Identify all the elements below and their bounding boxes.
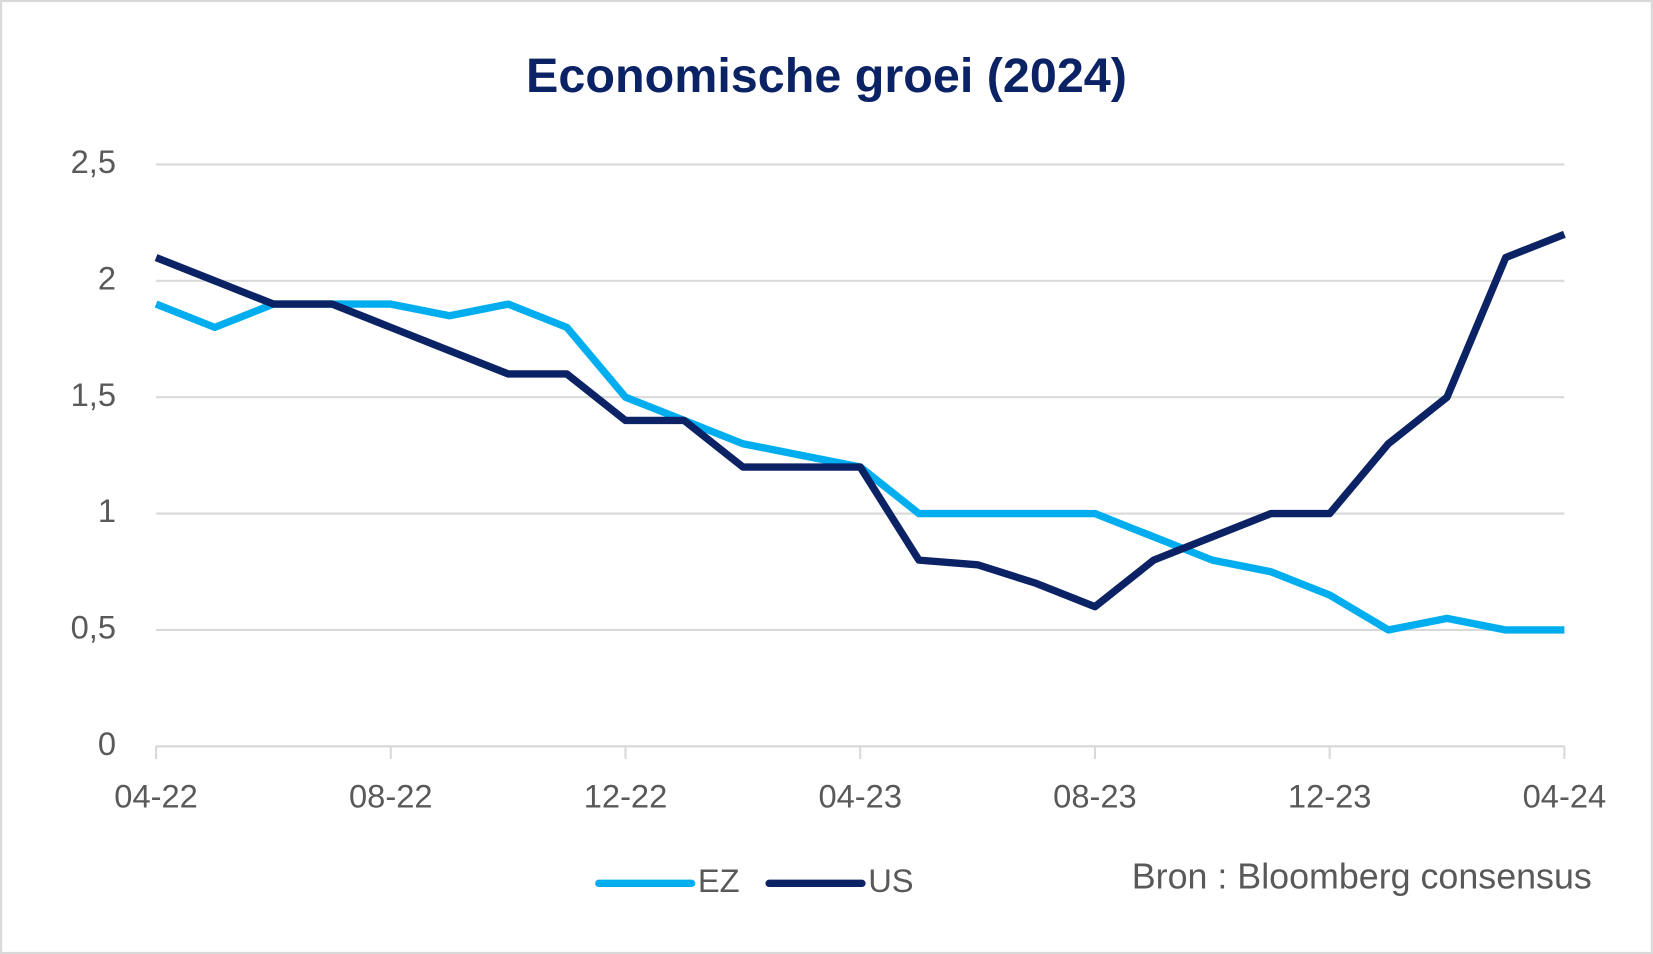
source-note: Bron : Bloomberg consensus	[1132, 857, 1592, 897]
x-tick-label: 04-23	[818, 778, 902, 815]
chart-title: Economische groei (2024)	[526, 49, 1127, 103]
y-tick-label: 0,5	[71, 609, 116, 646]
y-tick-label: 0	[98, 725, 116, 762]
legend-label: EZ	[698, 862, 740, 899]
y-tick-label: 1	[98, 492, 116, 529]
x-tick-label: 04-22	[114, 778, 198, 815]
x-tick-label: 12-22	[584, 778, 668, 815]
x-tick-label: 12-23	[1288, 778, 1372, 815]
legend-label: US	[868, 862, 913, 899]
y-tick-label: 1,5	[71, 376, 116, 413]
x-tick-label: 08-23	[1053, 778, 1137, 815]
x-tick-label: 04-24	[1523, 778, 1607, 815]
series-line	[154, 230, 1566, 611]
y-tick-label: 2	[98, 259, 116, 296]
y-tick-label: 2,5	[71, 143, 116, 180]
x-tick-label: 08-22	[349, 778, 433, 815]
